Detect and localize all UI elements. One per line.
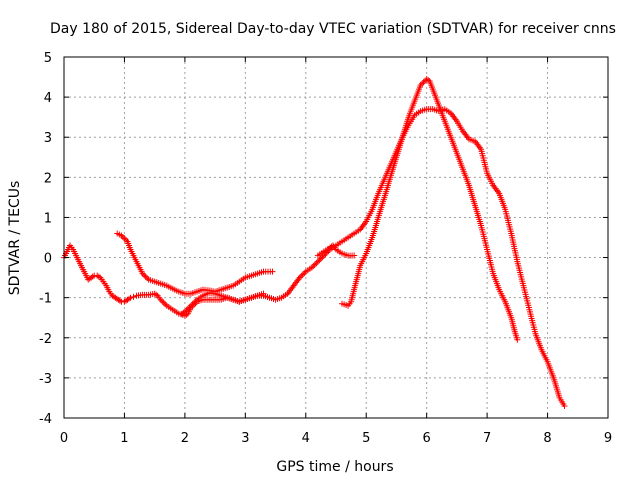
y-axis-label: SDTVAR / TECUs [7,181,23,296]
y-tick-label-7: 3 [44,131,52,146]
y-tick-label-2: -2 [39,332,52,347]
axes: 0 1 2 3 4 5 6 7 8 9 -4 -3 -2 -1 0 1 2 3 4 5 [39,51,612,446]
y-tick-label-3: -1 [39,292,52,307]
x-tick-label-1: 1 [120,431,128,446]
x-tick-label-8: 8 [543,431,551,446]
marker-segment-e-246 [514,336,521,343]
chart-title: Day 180 of 2015, Sidereal Day-to-day VTE… [50,21,616,37]
series-segment-c [178,289,267,317]
marker-segment-a-51 [130,293,137,300]
marker-segment-d-19 [351,252,358,259]
y-tick-label-4: 0 [44,252,52,267]
x-tick-label-4: 4 [302,431,310,446]
y-tick-label-9: 5 [44,51,52,66]
y-tick-label-0: -4 [39,412,52,427]
y-tick-label-6: 2 [44,171,52,186]
y-tick-label-8: 4 [44,91,52,106]
x-tick-label-5: 5 [362,431,370,446]
x-tick-label-2: 2 [181,431,189,446]
x-tick-label-3: 3 [241,431,249,446]
x-axis-label: GPS time / hours [276,459,393,475]
x-tick-label-7: 7 [483,431,491,446]
data-series [61,76,568,409]
series-segment-e [339,76,521,343]
y-tick-label-1: -3 [39,372,52,387]
plot-frame [63,56,609,419]
y-tick-label-5: 1 [44,211,52,226]
x-tick-label-0: 0 [60,431,68,446]
marker-segment-a-50 [127,294,134,301]
grid-lines [64,57,608,418]
x-tick-label-9: 9 [604,431,612,446]
marker-segment-b-87 [269,268,276,275]
marker-segment-a-398 [561,402,568,409]
series-segment-d [314,242,358,259]
marker-segment-c-43 [260,290,267,297]
x-tick-label-6: 6 [423,431,431,446]
